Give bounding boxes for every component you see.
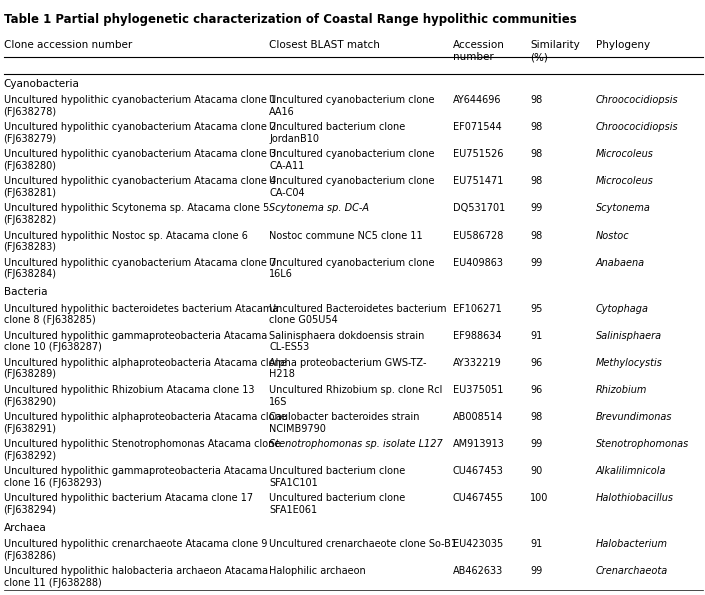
Text: 91: 91 [530,331,542,341]
Text: 98: 98 [530,176,542,186]
Text: 99: 99 [530,439,542,449]
Text: Uncultured cyanobacterium clone
CA-C04: Uncultured cyanobacterium clone CA-C04 [269,176,435,198]
Text: Uncultured crenarchaeote clone So-B1: Uncultured crenarchaeote clone So-B1 [269,539,458,549]
Text: 91: 91 [530,539,542,549]
Text: Closest BLAST match: Closest BLAST match [269,40,380,51]
Text: Methylocystis: Methylocystis [596,358,663,368]
Text: Uncultured cyanobacterium clone
AA16: Uncultured cyanobacterium clone AA16 [269,95,435,117]
Text: 98: 98 [530,95,542,105]
Text: Nostoc commune NC5 clone 11: Nostoc commune NC5 clone 11 [269,230,423,240]
Text: Uncultured hypolithic Stenotrophomonas Atacama clone
(FJ638292): Uncultured hypolithic Stenotrophomonas A… [4,439,280,461]
Text: Chroococidiopsis: Chroococidiopsis [596,123,678,132]
Text: Uncultured Rhizobium sp. clone Rcl
16S: Uncultured Rhizobium sp. clone Rcl 16S [269,385,443,406]
Text: AM913913: AM913913 [453,439,505,449]
Text: Cyanobacteria: Cyanobacteria [4,79,80,89]
Text: Caulobacter bacteroides strain
NCIMB9790: Caulobacter bacteroides strain NCIMB9790 [269,412,419,434]
Text: Table 1 Partial phylogenetic characterization of Coastal Range hypolithic commun: Table 1 Partial phylogenetic characteriz… [4,13,576,26]
Text: Scytonema sp. DC-A: Scytonema sp. DC-A [269,203,369,214]
Text: Phylogeny: Phylogeny [596,40,650,51]
Text: Uncultured hypolithic bacteroidetes bacterium Atacama
clone 8 (FJ638285): Uncultured hypolithic bacteroidetes bact… [4,303,278,325]
Text: 98: 98 [530,123,542,132]
Text: Crenarchaeota: Crenarchaeota [596,566,668,577]
Text: 99: 99 [530,258,542,268]
Text: Cytophaga: Cytophaga [596,303,649,314]
Text: 90: 90 [530,466,542,476]
Text: CU467453: CU467453 [453,466,503,476]
Text: Clone accession number: Clone accession number [4,40,132,51]
Text: Stenotrophomonas sp. isolate L127: Stenotrophomonas sp. isolate L127 [269,439,443,449]
Text: Uncultured hypolithic alphaproteobacteria Atacama clone
(FJ638291): Uncultured hypolithic alphaproteobacteri… [4,412,286,434]
Text: Uncultured hypolithic halobacteria archaeon Atacama
clone 11 (FJ638288): Uncultured hypolithic halobacteria archa… [4,566,267,588]
Text: Bacteria: Bacteria [4,287,47,297]
Text: EU586728: EU586728 [453,230,503,240]
Text: EU375051: EU375051 [453,385,503,395]
Text: Halobacterium: Halobacterium [596,539,668,549]
Text: Microcoleus: Microcoleus [596,176,654,186]
Text: EU409863: EU409863 [453,258,503,268]
Text: 96: 96 [530,358,542,368]
Text: AB462633: AB462633 [453,566,503,577]
Text: Halophilic archaeon: Halophilic archaeon [269,566,366,577]
Text: Uncultured hypolithic gammaproteobacteria Atacama
clone 16 (FJ638293): Uncultured hypolithic gammaproteobacteri… [4,466,266,488]
Text: Accession
number: Accession number [453,40,505,62]
Text: 98: 98 [530,149,542,159]
Text: EF106271: EF106271 [453,303,501,314]
Text: DQ531701: DQ531701 [453,203,505,214]
Text: Halothiobacillus: Halothiobacillus [596,493,674,503]
Text: Uncultured hypolithic gammaproteobacteria Atacama
clone 10 (FJ638287): Uncultured hypolithic gammaproteobacteri… [4,331,266,352]
Text: Archaea: Archaea [4,522,47,533]
Text: Salinisphaera: Salinisphaera [596,331,662,341]
Text: Uncultured hypolithic crenarchaeote Atacama clone 9
(FJ638286): Uncultured hypolithic crenarchaeote Atac… [4,539,267,561]
Text: Uncultured cyanobacterium clone
16L6: Uncultured cyanobacterium clone 16L6 [269,258,435,279]
Text: Scytonema: Scytonema [596,203,651,214]
Text: 98: 98 [530,412,542,422]
Text: 100: 100 [530,493,548,503]
Text: 99: 99 [530,566,542,577]
Text: Stenotrophomonas: Stenotrophomonas [596,439,689,449]
Text: Uncultured hypolithic cyanobacterium Atacama clone 4
(FJ638281): Uncultured hypolithic cyanobacterium Ata… [4,176,276,198]
Text: Microcoleus: Microcoleus [596,149,654,159]
Text: Uncultured Bacteroidetes bacterium
clone G05U54: Uncultured Bacteroidetes bacterium clone… [269,303,447,325]
Text: Alkalilimnicola: Alkalilimnicola [596,466,666,476]
Text: EU751526: EU751526 [453,149,503,159]
Text: Similarity
(%): Similarity (%) [530,40,580,62]
Text: CU467455: CU467455 [453,493,503,503]
Text: Rhizobium: Rhizobium [596,385,647,395]
Text: Uncultured hypolithic Rhizobium Atacama clone 13
(FJ638290): Uncultured hypolithic Rhizobium Atacama … [4,385,254,406]
Text: Uncultured bacterium clone
SFA1C101: Uncultured bacterium clone SFA1C101 [269,466,405,488]
Text: Uncultured hypolithic alphaproteobacteria Atacama clone
(FJ638289): Uncultured hypolithic alphaproteobacteri… [4,358,286,380]
Text: Uncultured hypolithic cyanobacterium Atacama clone 7
(FJ638284): Uncultured hypolithic cyanobacterium Ata… [4,258,276,279]
Text: AB008514: AB008514 [453,412,503,422]
Text: EF071544: EF071544 [453,123,501,132]
Text: Chroococidiopsis: Chroococidiopsis [596,95,678,105]
Text: Brevundimonas: Brevundimonas [596,412,673,422]
Text: Uncultured hypolithic bacterium Atacama clone 17
(FJ638294): Uncultured hypolithic bacterium Atacama … [4,493,252,515]
Text: Uncultured bacterium clone
SFA1E061: Uncultured bacterium clone SFA1E061 [269,493,405,515]
Text: Nostoc: Nostoc [596,230,630,240]
Text: Uncultured bacterium clone
JordanB10: Uncultured bacterium clone JordanB10 [269,123,405,144]
Text: EF988634: EF988634 [453,331,501,341]
Text: Alpha proteobacterium GWS-TZ-
H218: Alpha proteobacterium GWS-TZ- H218 [269,358,427,380]
Text: 99: 99 [530,203,542,214]
Text: Uncultured hypolithic cyanobacterium Atacama clone 1
(FJ638278): Uncultured hypolithic cyanobacterium Ata… [4,95,276,117]
Text: Uncultured hypolithic Scytonema sp. Atacama clone 5
(FJ638282): Uncultured hypolithic Scytonema sp. Atac… [4,203,269,225]
Text: Uncultured cyanobacterium clone
CA-A11: Uncultured cyanobacterium clone CA-A11 [269,149,435,171]
Text: Salinisphaera dokdoensis strain
CL-ES53: Salinisphaera dokdoensis strain CL-ES53 [269,331,424,352]
Text: 95: 95 [530,303,543,314]
Text: 98: 98 [530,230,542,240]
Text: Anabaena: Anabaena [596,258,645,268]
Text: Uncultured hypolithic cyanobacterium Atacama clone 2
(FJ638279): Uncultured hypolithic cyanobacterium Ata… [4,123,276,144]
Text: Uncultured hypolithic Nostoc sp. Atacama clone 6
(FJ638283): Uncultured hypolithic Nostoc sp. Atacama… [4,230,247,252]
Text: AY644696: AY644696 [453,95,501,105]
Text: EU423035: EU423035 [453,539,503,549]
Text: AY332219: AY332219 [453,358,501,368]
Text: 96: 96 [530,385,542,395]
Text: EU751471: EU751471 [453,176,503,186]
Text: Uncultured hypolithic cyanobacterium Atacama clone 3
(FJ638280): Uncultured hypolithic cyanobacterium Ata… [4,149,276,171]
